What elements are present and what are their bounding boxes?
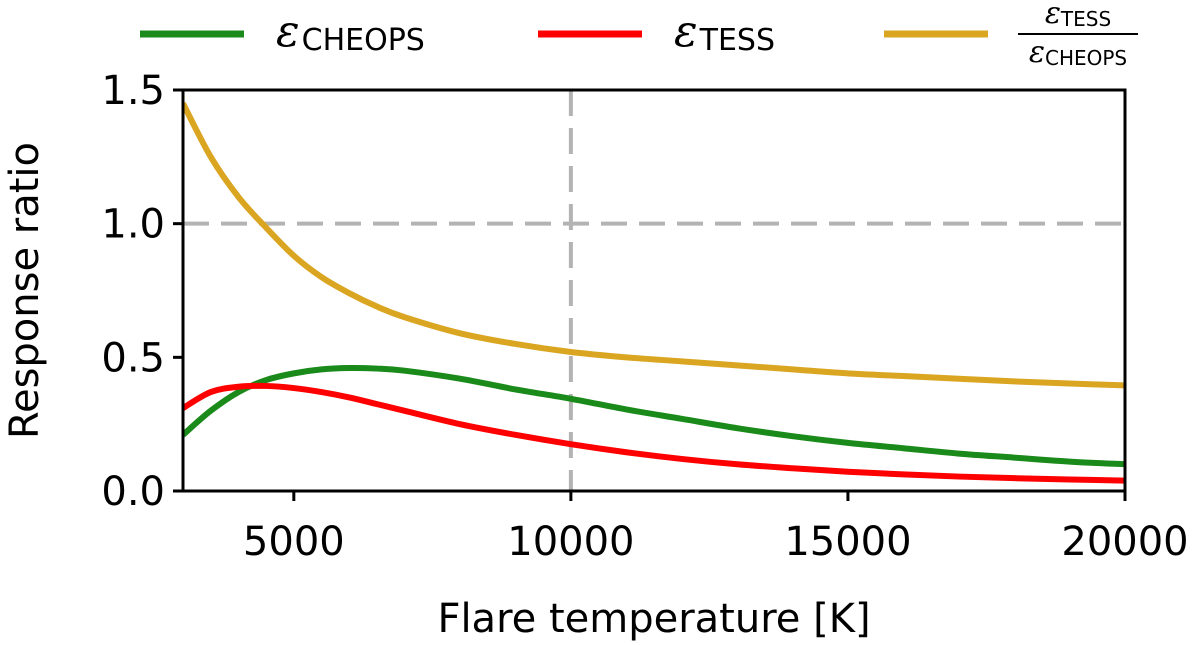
legend-item-3: εTESS εCHEOPS — [884, 0, 1138, 70]
x-axis-label: Flare temperature [K] — [437, 596, 870, 642]
legend-label-denominator: εCHEOPS — [1029, 35, 1127, 70]
x-tick-label: 15000 — [784, 519, 911, 565]
series-line-3 — [183, 101, 1125, 389]
y-axis-label: Response ratio — [2, 142, 48, 439]
y-axis-ticks: 0.0 0.5 1.0 1.5 — [101, 68, 183, 515]
legend-label: εTESS — [674, 6, 775, 58]
y-tick-label: 0.0 — [101, 469, 165, 515]
series-line-1 — [183, 364, 1125, 468]
y-tick-label: 0.5 — [101, 335, 165, 381]
y-tick-label: 1.0 — [101, 202, 165, 248]
reference-lines — [183, 90, 1125, 491]
legend-label: εCHEOPS — [276, 6, 425, 58]
series-lines — [183, 101, 1125, 484]
x-tick-label: 20000 — [1061, 519, 1188, 565]
legend-item-1: εCHEOPS — [140, 6, 425, 58]
legend-item-2: εTESS — [538, 6, 775, 58]
y-tick-label: 1.5 — [101, 68, 165, 114]
legend-label-numerator: εTESS — [1045, 0, 1111, 31]
axes-frame — [181, 88, 1127, 493]
x-tick-label: 10000 — [507, 519, 634, 565]
x-tick-label: 5000 — [243, 519, 345, 565]
x-axis-ticks: 5000 10000 15000 20000 — [243, 491, 1189, 565]
series-line-2 — [183, 382, 1125, 484]
legend: εCHEOPS εTESS εTESS εCHEOPS — [140, 0, 1138, 70]
